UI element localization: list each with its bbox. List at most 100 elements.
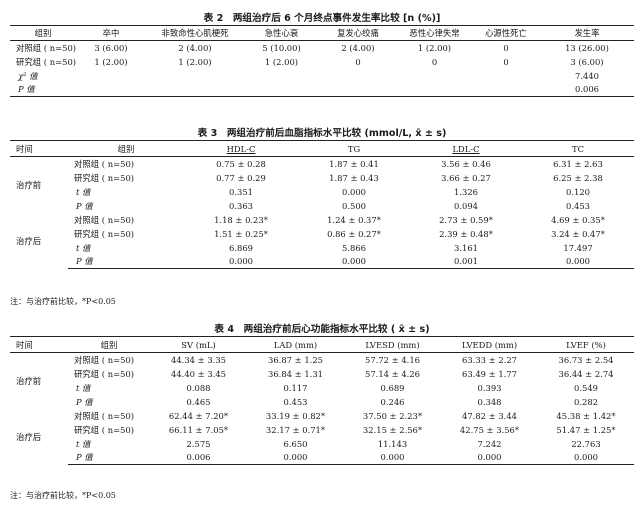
table-row: t 值 0.351 0.000 1.326 0.120 (10, 185, 634, 199)
table-cell: 0.117 (283, 382, 308, 393)
table2-header-stroke: 卒中 (76, 25, 146, 41)
table-cell (76, 82, 146, 97)
table-cell: 0.006 (150, 450, 247, 465)
table3-header-hdl: HDL-C (226, 143, 256, 154)
table-cell: 0.000 (538, 450, 634, 465)
table-row: 治疗前 对照组 ( n=50) 0.75 ± 0.28 1.87 ± 0.41 … (10, 157, 634, 190)
stat-label: P 值 (10, 82, 76, 97)
table-cell: 3.56 ± 0.46 (441, 158, 491, 169)
table3: 时间 组别 HDL-C TG LDL-C TC 治疗前 对照组 ( n=50) … (10, 140, 634, 269)
table-cell: 3 (6.00) (94, 42, 128, 53)
table4-header-lvedd: LVEDD (mm) (441, 336, 538, 353)
table3-header-ldl: LDL-C (452, 143, 480, 154)
table-cell (244, 69, 319, 83)
table-cell: 0.75 ± 0.28 (216, 158, 266, 169)
table-cell: 3.66 ± 0.27 (441, 172, 491, 183)
table2-header-heart-failure: 急性心衰 (244, 25, 319, 41)
table-cell: 0.465 (186, 396, 211, 407)
stat-label: t 值 (76, 242, 91, 253)
table-cell: 22.763 (571, 438, 601, 449)
stat-label: P 值 (76, 396, 93, 407)
stat-label: t 值 (76, 382, 91, 393)
table2-header-incidence: 发生率 (540, 25, 634, 41)
table-cell (397, 69, 472, 83)
table-cell (146, 82, 244, 97)
table2-caption: 表 2 两组治疗后 6 个月终点事件发生率比较 [n (%)] (203, 13, 441, 24)
table-cell: 6.31 ± 2.63 (553, 158, 603, 169)
table-cell: 2.73 ± 0.59* (439, 214, 493, 225)
table2-header-arrhythmia: 恶性心律失常 (397, 25, 472, 41)
table-cell: 6.25 ± 2.38 (553, 172, 603, 183)
table-cell: 45.38 ± 1.42* (556, 410, 616, 421)
table-cell: 0.549 (574, 382, 598, 393)
stat-label: χ² 值 (18, 70, 38, 81)
table-cell: 66.11 ± 7.05* (168, 424, 229, 435)
table-row: 研究组 ( n=50) 1 (2.00) 1 (2.00) 1 (2.00) 0… (10, 55, 634, 69)
table-cell: 1.87 ± 0.43 (329, 172, 379, 183)
table-row: 研究组 ( n=50) 0.77 ± 0.29 1.87 ± 0.43 3.66… (10, 171, 634, 185)
table-cell: 0.453 (283, 396, 308, 407)
table-cell: 0 (503, 42, 509, 53)
table-cell: 1 (2.00) (178, 56, 212, 67)
table-row: 研究组 ( n=50) 44.40 ± 3.45 36.84 ± 1.31 57… (10, 367, 634, 381)
table-cell: 0.120 (566, 186, 590, 197)
table3-header-tc: TC (522, 140, 634, 157)
table-cell: 5.866 (342, 242, 366, 253)
table-cell: 63.49 ± 1.77 (462, 368, 517, 379)
table-cell: 33.19 ± 0.82* (265, 410, 326, 421)
table2-header-angina: 复发心绞痛 (319, 25, 397, 41)
table-cell: 44.40 ± 3.45 (171, 368, 226, 379)
table-row: 治疗后 对照组 ( n=50) 1.18 ± 0.23* 1.24 ± 0.37… (10, 213, 634, 246)
group-label: 研究组 ( n=50) (74, 172, 135, 183)
table-cell: 0.000 (342, 186, 366, 197)
table-cell: 1.51 ± 0.25* (214, 228, 268, 239)
table-cell: 0.86 ± 0.27* (327, 228, 381, 239)
stat-label: P 值 (76, 200, 93, 211)
group-label: 对照组 ( n=50) (74, 410, 135, 421)
table-cell: 57.14 ± 4.26 (365, 368, 420, 379)
table-cell: 0 (431, 56, 438, 67)
table-row: χ² 值 7.440 (10, 69, 634, 83)
table4-footnote: 注：与治疗前比较，*P<0.05 (10, 491, 116, 500)
table-cell: 2 (4.00) (341, 42, 375, 53)
table-cell: 0.351 (229, 186, 253, 197)
period-label: 治疗后 (16, 235, 42, 246)
table-cell: 47.82 ± 3.44 (462, 410, 517, 421)
table-cell: 1 (2.00) (94, 56, 128, 67)
table-cell: 0.000 (522, 254, 634, 269)
period-label: 治疗前 (16, 179, 42, 190)
table-cell: 17.497 (563, 242, 593, 253)
table-cell: 0.000 (344, 450, 441, 465)
table-row: P 值 0.000 0.000 0.001 0.000 (10, 254, 634, 269)
table-cell: 0.094 (454, 200, 478, 211)
table-cell (472, 69, 540, 83)
table-cell: 0.006 (540, 82, 634, 97)
table4-header-sv: SV (mL) (150, 336, 247, 353)
table-cell: 36.73 ± 2.54 (558, 354, 614, 365)
table-cell: 32.15 ± 2.56* (362, 424, 423, 435)
table-cell: 2.39 ± 0.48* (439, 228, 493, 239)
table-cell: 6.869 (229, 242, 253, 253)
table-cell: 0 (355, 56, 361, 67)
table-row: P 值 0.363 0.500 0.094 0.453 (10, 199, 634, 213)
table3-header-group: 组别 (68, 140, 184, 157)
table-row: 研究组 ( n=50) 1.51 ± 0.25* 0.86 ± 0.27* 2.… (10, 227, 634, 241)
group-label: 研究组 ( n=50) (16, 56, 76, 67)
table-cell: 1.87 ± 0.41 (329, 158, 379, 169)
table-cell: 37.50 ± 2.23* (362, 410, 423, 421)
table4: 时间 组别 SV (mL) LAD (mm) LVESD (mm) LVEDD … (10, 336, 634, 465)
table3-footnote: 注：与治疗前比较，*P<0.05 (10, 297, 116, 306)
table-cell: 7.242 (477, 438, 502, 449)
table-cell: 0.088 (186, 382, 211, 393)
group-label: 对照组 ( n=50) (74, 354, 135, 365)
table-cell: 44.34 ± 3.35 (171, 354, 226, 365)
table-row: P 值 0.006 0.000 0.000 0.000 0.000 (10, 450, 634, 465)
table-cell: 0 (503, 56, 509, 67)
table-row: t 值 6.869 5.866 3.161 17.497 (10, 241, 634, 255)
table-cell: 3 (6.00) (570, 56, 604, 67)
table-cell: 1.24 ± 0.37* (327, 214, 381, 225)
table-cell: 0.363 (229, 200, 253, 211)
table-cell: 3.161 (454, 242, 478, 253)
group-label: 对照组 ( n=50) (74, 214, 135, 225)
table-row: 治疗前 对照组 ( n=50) 44.34 ± 3.35 36.87 ± 1.2… (10, 353, 634, 386)
